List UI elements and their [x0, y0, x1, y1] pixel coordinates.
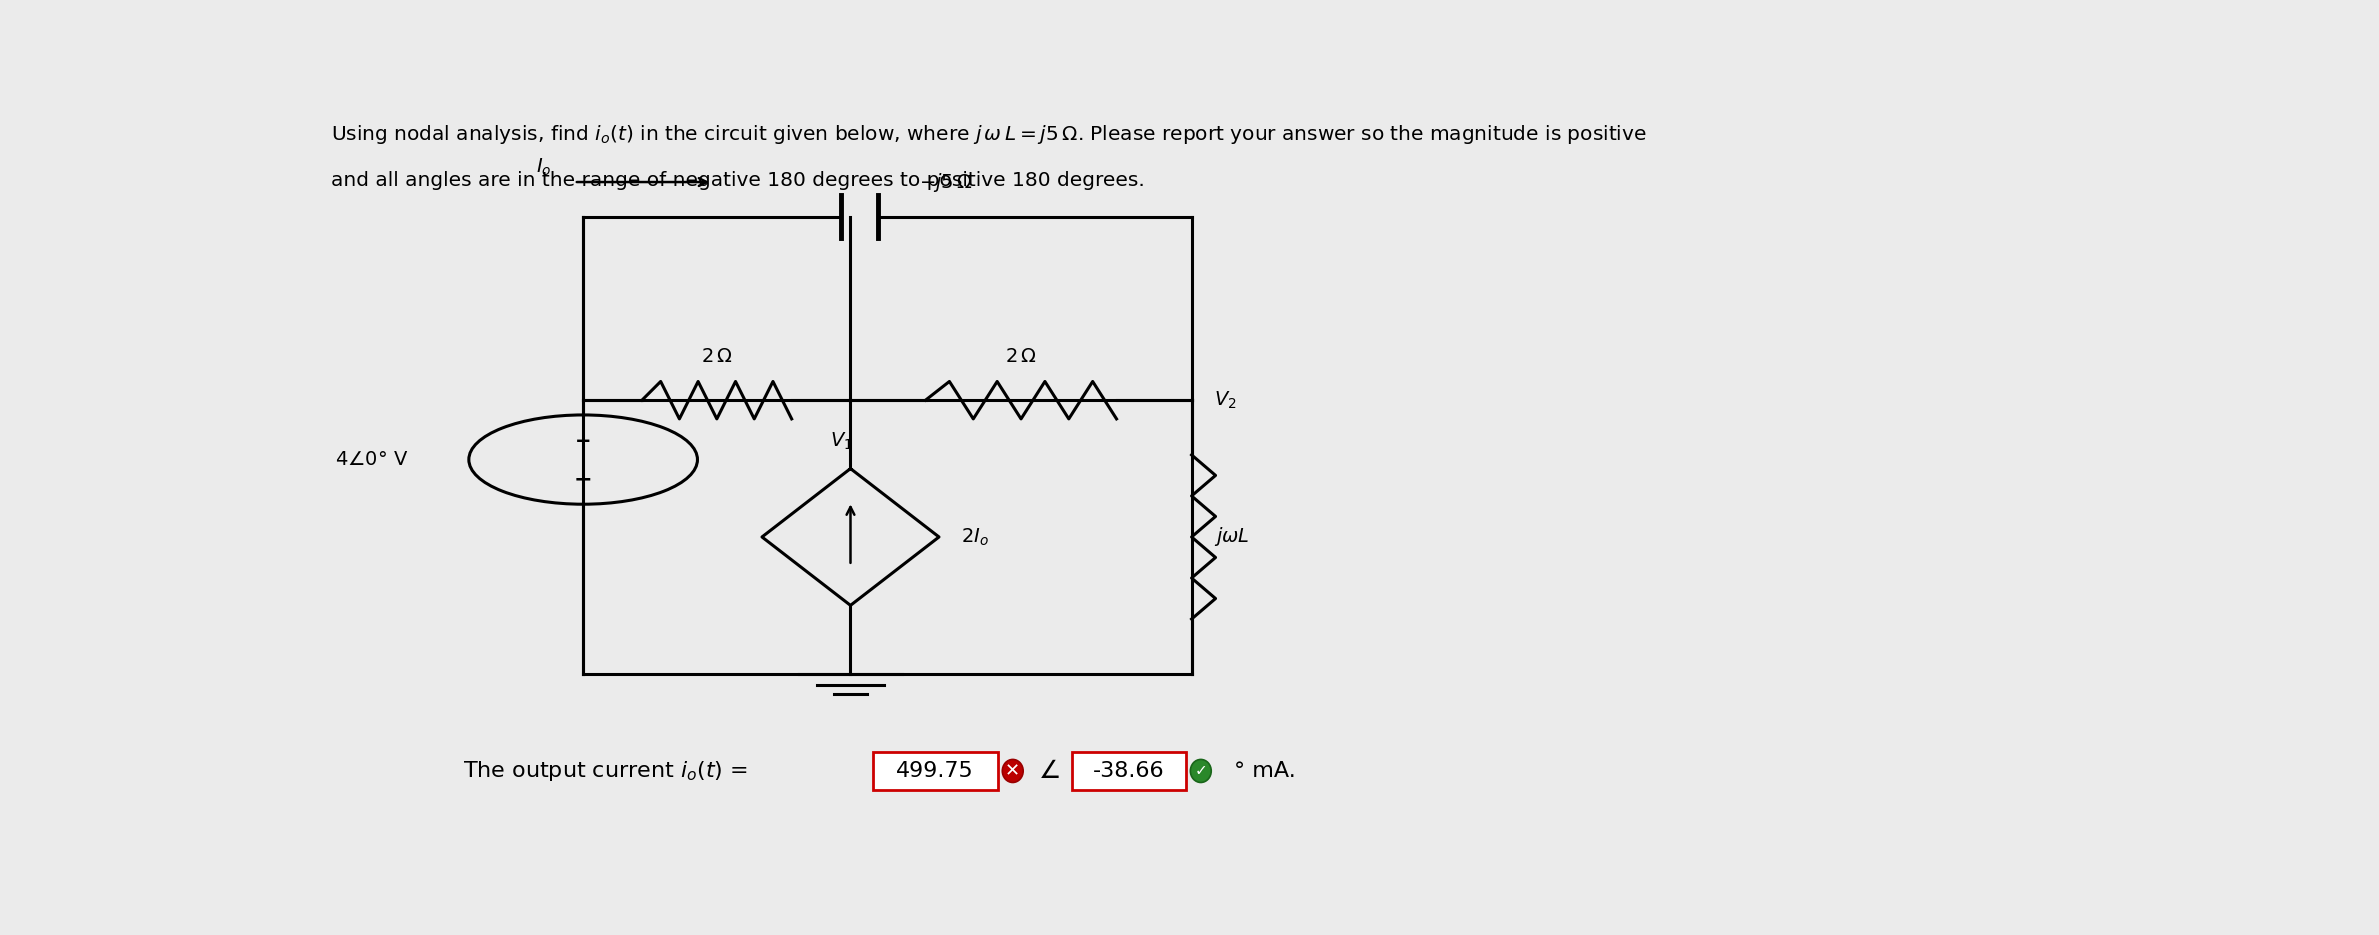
Text: −: −	[573, 469, 592, 490]
Text: $-j5\,\Omega$: $-j5\,\Omega$	[918, 170, 973, 194]
Text: $4\angle 0°$ V: $4\angle 0°$ V	[335, 450, 409, 469]
FancyBboxPatch shape	[1071, 753, 1187, 790]
Text: $j\omega L$: $j\omega L$	[1213, 525, 1249, 549]
Text: ✕: ✕	[1006, 762, 1021, 780]
Text: ° mA.: ° mA.	[1235, 761, 1297, 781]
Text: and all angles are in the range of negative 180 degrees to positive 180 degrees.: and all angles are in the range of negat…	[331, 171, 1144, 190]
Text: $2\,\Omega$: $2\,\Omega$	[1006, 347, 1037, 366]
FancyBboxPatch shape	[873, 753, 999, 790]
Ellipse shape	[1002, 759, 1023, 783]
Text: $I_o$: $I_o$	[535, 157, 552, 179]
Text: $V_1$: $V_1$	[830, 430, 852, 452]
Text: 499.75: 499.75	[897, 761, 973, 781]
Ellipse shape	[1190, 759, 1211, 783]
Text: $2\,\Omega$: $2\,\Omega$	[702, 347, 733, 366]
Text: The output current $i_o(t)$ =: The output current $i_o(t)$ =	[464, 759, 749, 783]
Text: ∠: ∠	[1037, 759, 1061, 783]
Text: +: +	[576, 432, 592, 452]
Text: Using nodal analysis, find $i_o(t)$ in the circuit given below, where $j\,\omega: Using nodal analysis, find $i_o(t)$ in t…	[331, 123, 1646, 146]
Text: $V_2$: $V_2$	[1213, 390, 1237, 410]
Text: -38.66: -38.66	[1092, 761, 1166, 781]
Text: $2I_o$: $2I_o$	[961, 526, 990, 548]
Text: ✓: ✓	[1194, 764, 1206, 779]
